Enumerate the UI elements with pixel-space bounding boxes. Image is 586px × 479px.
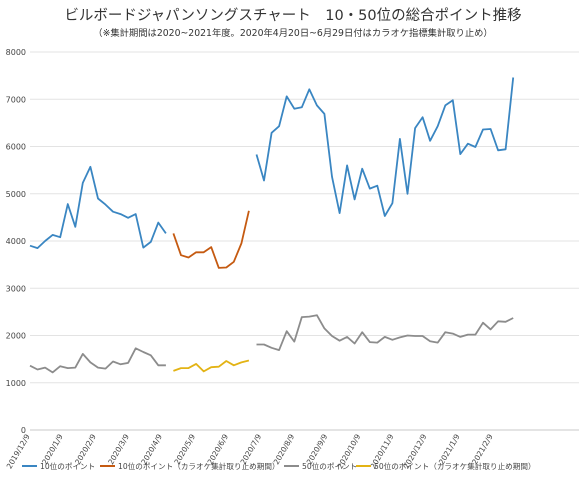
legend-label: 50位のポイント [302, 461, 357, 471]
series-line-5 [256, 314, 514, 352]
chart-title: ビルボードジャパンソングスチャート 10・50位の総合ポイント推移 [64, 8, 522, 24]
y-tick-label: 4000 [6, 237, 26, 246]
y-tick-label: 8000 [6, 48, 26, 57]
series-line-4 [255, 77, 515, 217]
y-tick-label: 6000 [6, 143, 26, 152]
legend: 10位のポイント 10位のポイント（カラオケ集計取り止め期間） 50位のポイント 50… [22, 461, 536, 471]
series-line-1 [172, 210, 250, 269]
chart-subtitle: （※集計期間は2020~2021年度。2020年4月20日~6月29日付はカラオ… [93, 28, 493, 39]
y-tick-label: 2000 [6, 332, 26, 341]
y-tick-label: 5000 [6, 190, 26, 199]
y-axis-ticks: 0 1000 2000 3000 4000 5000 6000 7000 8000 [6, 48, 26, 435]
legend-label: 10位のポイント [40, 461, 95, 471]
grid-lines [30, 51, 579, 431]
y-tick-label: 1000 [6, 379, 26, 388]
y-tick-label: 7000 [6, 95, 26, 104]
series-line-2 [29, 347, 166, 374]
legend-label: 50位のポイント（カラオケ集計取り止め期間） [374, 461, 536, 471]
series-line-3 [173, 359, 250, 373]
y-tick-label: 3000 [6, 284, 26, 293]
x-tick-label: 2019/12/9 [5, 432, 32, 470]
series-lines [29, 77, 515, 374]
y-tick-label: 0 [21, 426, 26, 435]
legend-label: 10位のポイント（カラオケ集計取り止め期間） [118, 461, 280, 471]
series-line-0 [29, 165, 167, 250]
